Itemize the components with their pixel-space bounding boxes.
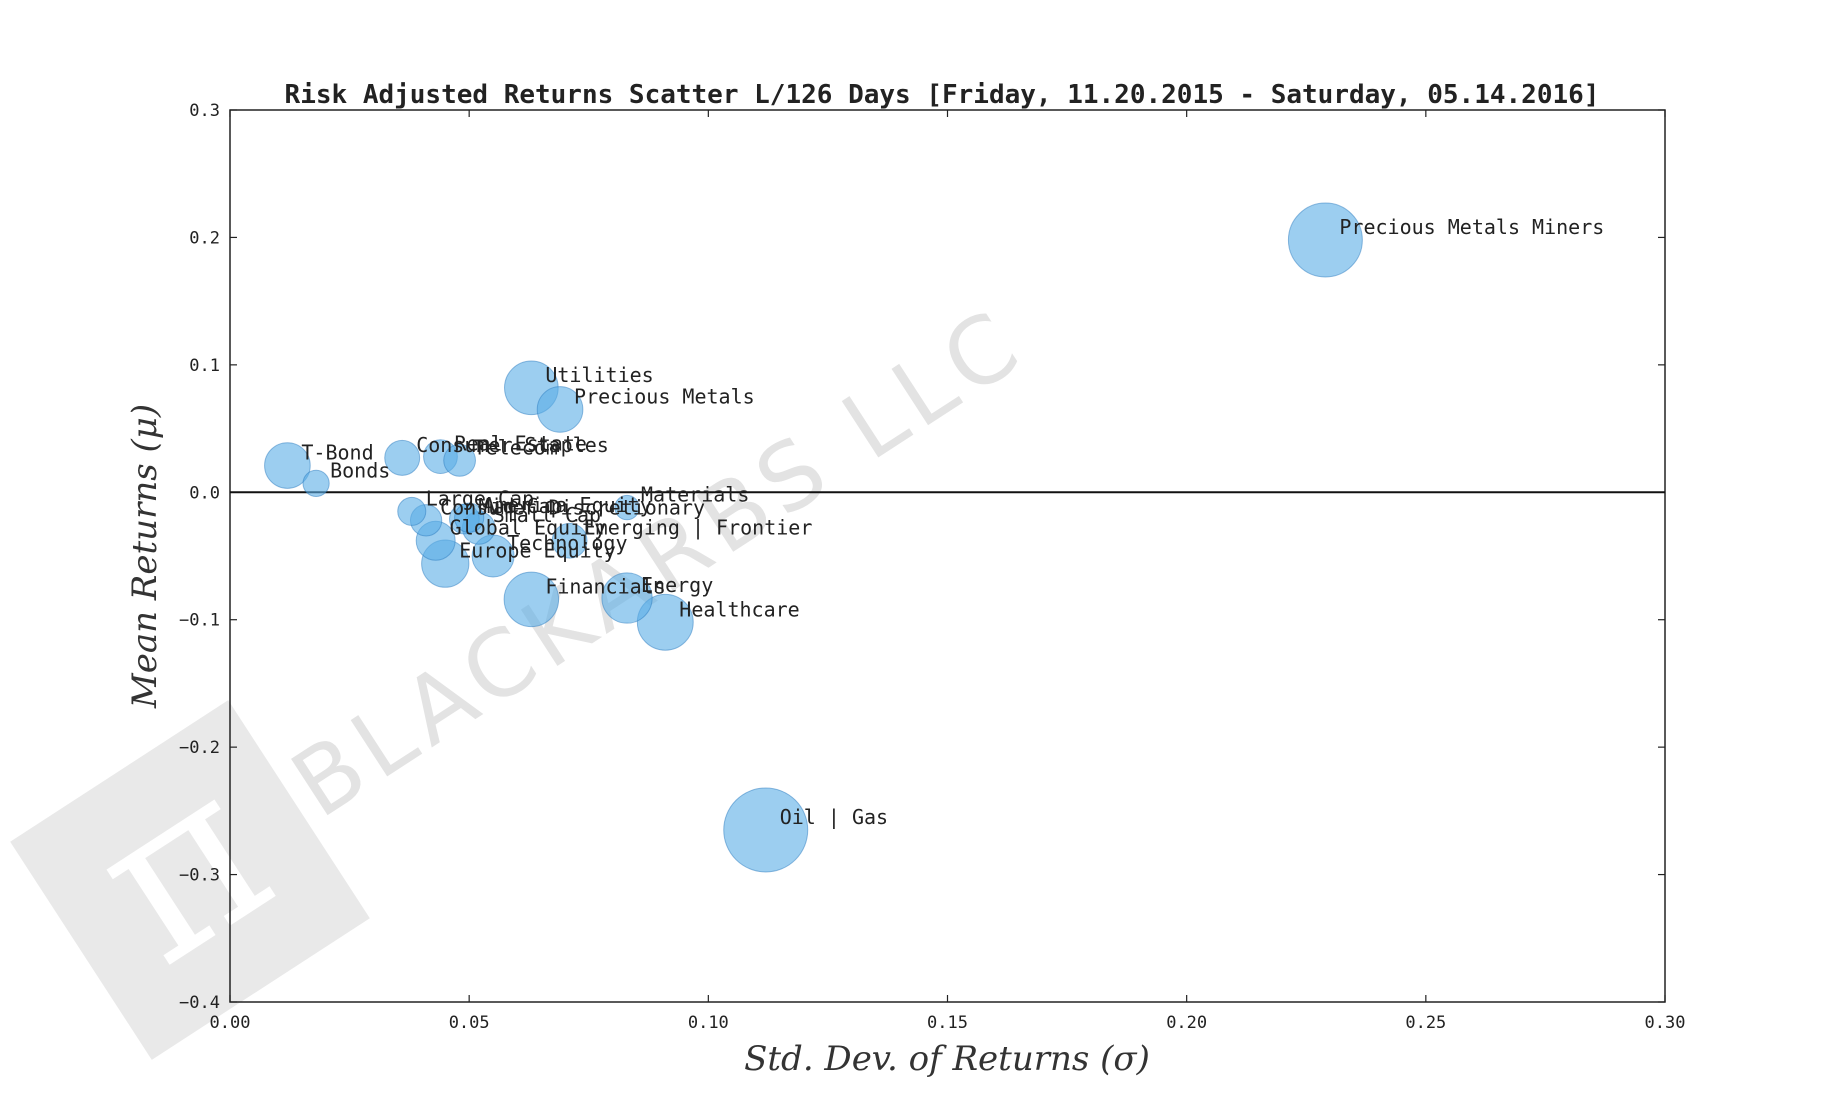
point-label: Small Cap — [493, 503, 601, 527]
x-axis-label: Std. Dev. of Returns (σ) — [744, 1039, 1150, 1079]
point-label: America Equity — [483, 493, 652, 517]
scatter-point — [397, 496, 427, 526]
point-label: Telecom — [474, 435, 558, 459]
scatter-point — [302, 469, 330, 497]
y-tick-label: −0.2 — [179, 738, 220, 758]
scatter-point — [551, 522, 588, 559]
point-label: Emerging | Frontier — [584, 516, 813, 540]
point-label: Global Equity — [450, 516, 607, 540]
scatter-point — [443, 444, 476, 477]
scatter-point — [536, 386, 584, 433]
scatter-point — [264, 442, 311, 489]
point-label: Consumer Discretionary — [440, 495, 705, 519]
scatter-point — [723, 787, 809, 873]
point-labels: Precious Metals Miners UtilitiesPrecious … — [301, 215, 1604, 829]
y-tick-label: −0.3 — [179, 866, 220, 886]
x-tick-label: 0.10 — [688, 1013, 729, 1033]
y-tick-label: 0.1 — [189, 356, 220, 376]
x-tick-label: 0.05 — [449, 1013, 490, 1033]
point-label: Bonds — [330, 458, 390, 482]
x-tick-label: 0.15 — [927, 1013, 968, 1033]
point-label: Consumer Staples — [416, 433, 609, 457]
scatter-point — [636, 593, 694, 651]
scatter-point — [614, 494, 640, 521]
scatter-point — [1287, 202, 1363, 278]
axis-ticks: 0.00 0.05 0.10 0.15 0.20 0.25 0.30 0.3 0.2 0.1 0.0… — [179, 101, 1685, 1033]
watermark-logo-square — [10, 700, 370, 1060]
scatter-point — [454, 502, 485, 533]
scatter-point — [384, 439, 421, 476]
chart-title: Risk Adjusted Returns Scatter L/126 Days… — [285, 80, 1600, 110]
point-label: Oil | Gas — [780, 805, 888, 829]
point-label: Large Cap — [426, 486, 534, 510]
scatter-point — [601, 572, 653, 624]
point-label: Energy — [641, 573, 713, 597]
scatter-points — [264, 202, 1363, 873]
y-tick-label: 0.0 — [189, 483, 220, 503]
scatter-point — [503, 571, 560, 628]
point-label: Financials — [545, 574, 665, 598]
y-tick-label: 0.2 — [189, 228, 220, 248]
point-label: Mid Cap — [478, 494, 562, 518]
point-label: Precious Metals — [574, 384, 755, 408]
point-label: Precious Metals Miners — [1339, 215, 1604, 239]
point-label: Real Estate — [454, 432, 586, 456]
x-tick-label: 0.00 — [210, 1013, 251, 1033]
point-label: T-Bond — [301, 441, 373, 465]
y-tick-label: −0.4 — [179, 993, 220, 1013]
point-label: Healthcare — [679, 597, 799, 621]
x-tick-label: 0.30 — [1645, 1013, 1686, 1033]
watermark-text: BLACKARBS LLC — [274, 287, 1043, 838]
point-label: Europe Equity — [459, 539, 616, 563]
x-tick-label: 0.20 — [1166, 1013, 1207, 1033]
y-axis-label: Mean Returns (μ) — [125, 404, 165, 709]
point-label: Technology — [507, 531, 627, 555]
y-tick-label: −0.1 — [179, 611, 220, 631]
y-tick-label: 0.3 — [189, 101, 220, 121]
point-label: Utilities — [545, 363, 653, 387]
x-tick-label: 0.25 — [1405, 1013, 1446, 1033]
point-label: Materials — [641, 483, 749, 507]
